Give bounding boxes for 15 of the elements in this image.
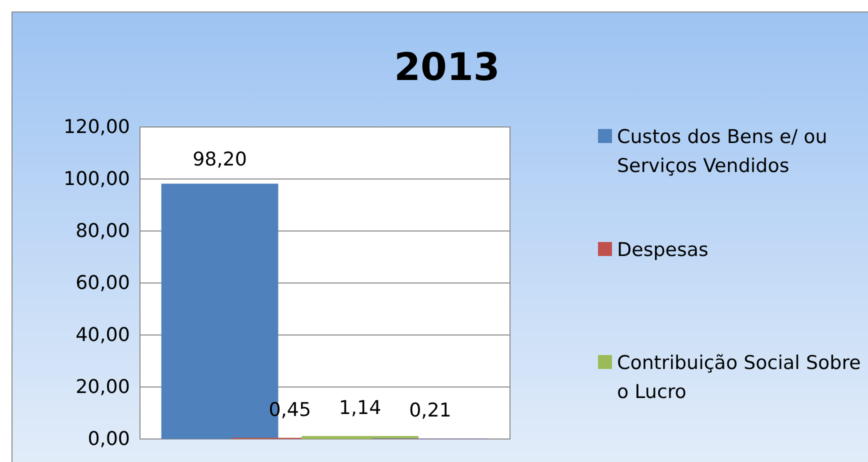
y-tick-label: 120,00 [64,116,130,138]
legend-label: Despesas [617,239,708,261]
y-tick-label: 100,00 [64,168,130,190]
data-label: 0,21 [409,399,452,422]
y-tick-label: 60,00 [76,272,130,294]
bar [302,436,419,439]
data-label: 98,20 [192,148,247,171]
y-tick-label: 40,00 [76,324,130,346]
y-tick-label: 20,00 [76,376,130,398]
legend-label: Contribuição Social Sobre o Lucro [617,352,861,403]
data-label: 1,14 [338,397,382,420]
y-tick-label: 0,00 [88,428,130,450]
legend-label: Custos dos Bens e/ ou Serviços Vendidos [617,126,828,177]
y-tick-label: 80,00 [76,220,130,242]
chart-title: 2013 [394,45,500,89]
